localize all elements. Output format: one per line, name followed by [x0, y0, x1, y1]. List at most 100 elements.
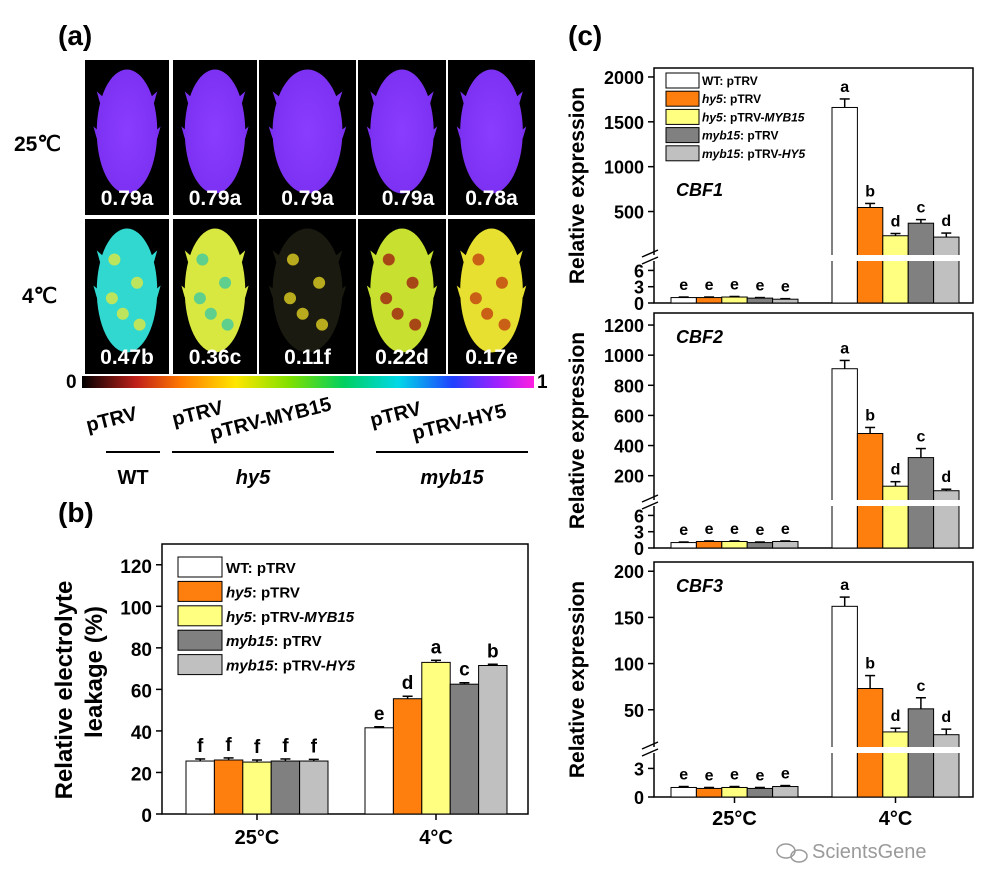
- bar: [449, 683, 480, 815]
- significance-letter: e: [705, 521, 714, 538]
- x-tick-label: 25°C: [712, 808, 757, 830]
- significance-letter: f: [282, 736, 289, 757]
- y-axis-label: Relative electrolyte: [51, 581, 78, 800]
- y-tick-label: 1000: [604, 158, 644, 178]
- significance-letter: e: [705, 277, 714, 294]
- significance-letter: d: [891, 214, 901, 231]
- y-tick-label: 200: [614, 562, 644, 582]
- y-tick-label: 100: [614, 655, 644, 675]
- leaf-value-label: 0.11f: [284, 346, 332, 369]
- bar: [721, 540, 748, 549]
- legend-swatch: [177, 556, 223, 578]
- bar: [746, 787, 774, 798]
- significance-letter: a: [840, 79, 849, 96]
- legend-label-part: hy5: [226, 609, 253, 626]
- leaf-spot: [382, 253, 395, 266]
- legend-label-part: myb15: [226, 633, 274, 650]
- legend-label-part: : pTRV: [274, 633, 322, 650]
- axis-break-band: [644, 255, 972, 261]
- significance-letter: e: [679, 277, 688, 294]
- legend-swatch: [665, 108, 700, 125]
- leaf-value-label: 0.17e: [465, 346, 518, 369]
- bar: [299, 760, 329, 815]
- x-tick-label: 25°C: [235, 827, 280, 849]
- y-tick-label: 40: [131, 723, 152, 744]
- bar: [670, 786, 697, 798]
- legend-label: myb15: pTRV: [226, 633, 322, 650]
- bar: [695, 540, 723, 549]
- significance-letter: b: [865, 407, 875, 424]
- significance-letter: c: [916, 429, 925, 446]
- leaf-spot: [116, 307, 129, 320]
- leaf-value-label: 0.79a: [382, 187, 435, 210]
- legend-swatch: [665, 90, 700, 107]
- bar: [721, 786, 748, 798]
- significance-letter: e: [755, 278, 764, 295]
- significance-letter: e: [781, 766, 790, 783]
- leaf-lobes: [366, 91, 438, 139]
- row-label-4: 4℃: [22, 285, 57, 308]
- legend-label-part: : pTRV-: [274, 658, 326, 675]
- row-label-25: 25℃: [14, 133, 61, 156]
- axis-break-mark: [641, 256, 659, 265]
- significance-letter: d: [891, 462, 901, 479]
- bar: [831, 368, 858, 549]
- leaf-spot: [469, 292, 482, 305]
- y-tick-label: 1000: [604, 346, 644, 366]
- gene-label: CBF2: [676, 327, 723, 347]
- leaf-spot: [313, 276, 326, 289]
- bar: [270, 760, 301, 815]
- leaf-lobes: [181, 250, 249, 298]
- axis-break-mark: [641, 748, 659, 757]
- legend-label: hy5: pTRV-MYB15: [226, 609, 355, 626]
- colorbar: [82, 376, 534, 388]
- significance-letter: e: [755, 522, 764, 539]
- legend-label-part: hy5: [226, 584, 253, 601]
- leaf-value-label: 0.36c: [189, 346, 242, 369]
- y-tick-label: 0: [634, 788, 644, 808]
- legend-label-part: MYB15: [304, 609, 355, 626]
- y-tick-label: 20: [131, 764, 152, 785]
- leaf-spot: [409, 318, 422, 331]
- leaf-shape: [184, 69, 246, 194]
- leaf-lobes: [268, 250, 347, 298]
- legend-label: hy5: pTRV: [226, 584, 300, 601]
- legend-swatch: [177, 654, 223, 676]
- axis-break-mark: [641, 741, 659, 750]
- bar: [856, 688, 884, 798]
- y-tick-label: 80: [131, 640, 152, 661]
- bar: [933, 734, 960, 798]
- leaf-shape: [272, 228, 343, 353]
- leaf-spot: [316, 318, 329, 331]
- legend-label-part: myb15: [702, 129, 740, 143]
- construct-label-hy5-myb15: pTRV-MYB15: [208, 393, 334, 444]
- y-tick-label: 6: [634, 261, 644, 281]
- significance-letter: d: [941, 709, 951, 726]
- leaf-shape: [184, 228, 246, 353]
- legend-label-part: myb15: [702, 147, 740, 161]
- y-tick-label: 60: [131, 681, 152, 702]
- y-tick-label: 0: [141, 806, 152, 827]
- significance-letter: e: [730, 521, 739, 538]
- significance-letter: e: [781, 279, 790, 296]
- significance-letter: e: [755, 767, 764, 784]
- leaf-shape: [96, 69, 158, 194]
- bar: [856, 432, 884, 549]
- plot-frame: [653, 312, 974, 549]
- axis-break-mark: [641, 501, 659, 510]
- legend-label-part: : pTRV: [740, 129, 778, 143]
- legend-label-part: : pTRV-: [740, 147, 782, 161]
- watermark-text: ScientsGene: [812, 841, 927, 863]
- bar: [772, 786, 799, 798]
- bar: [772, 540, 799, 549]
- legend-label-part: hy5: [702, 92, 723, 106]
- y-tick-label: 600: [614, 406, 644, 426]
- y-tick-label: 400: [614, 437, 644, 457]
- legend-label-part: : pTRV: [719, 74, 757, 88]
- leaf-shape: [96, 228, 158, 353]
- y-tick-label: 3: [634, 278, 644, 298]
- leaf-spot: [498, 318, 511, 331]
- y-tick-label: 1500: [604, 113, 644, 133]
